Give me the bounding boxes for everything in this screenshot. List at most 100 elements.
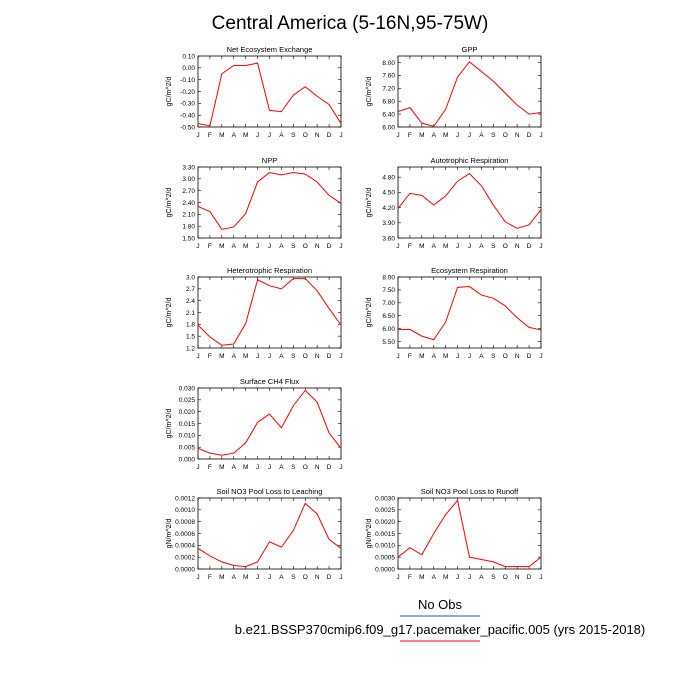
x-tick-label: D <box>327 464 332 471</box>
x-tick-label: J <box>456 243 459 250</box>
panel-8: Soil NO3 Pool Loss to Leaching 0.0012 0.00… <box>166 487 343 581</box>
y-axis-label: gC/m^2/d <box>366 298 373 328</box>
y-tick-label: 0.0010 <box>375 543 395 550</box>
x-tick-label: O <box>503 243 508 250</box>
panel-title: Ecosystem Respiration <box>431 266 508 275</box>
y-tick-label: 3.60 <box>382 235 395 242</box>
x-tick-label: S <box>491 353 496 360</box>
y-tick-label: 6.40 <box>382 111 395 118</box>
y-tick-label: 0.0002 <box>175 554 195 561</box>
series-line <box>197 389 342 456</box>
y-axis-label: gC/m^2/d <box>166 298 173 328</box>
x-tick-label: M <box>243 574 248 581</box>
y-tick-label: 1.2 <box>186 345 195 352</box>
x-tick-label: J <box>256 132 259 139</box>
y-tick-label: 1.5 <box>186 333 195 340</box>
y-tick-label: 0.020 <box>179 409 196 416</box>
y-tick-label: 6.80 <box>382 98 395 105</box>
y-tick-label: 2.10 <box>182 212 195 219</box>
x-tick-label: M <box>443 243 448 250</box>
y-tick-label: 2.70 <box>182 188 195 195</box>
x-tick-label: A <box>432 132 437 139</box>
x-tick-label: J <box>456 353 459 360</box>
y-axis-label: gC/m^2/d <box>366 77 373 107</box>
x-tick-label: J <box>456 132 459 139</box>
y-tick-label: 4.20 <box>382 205 395 212</box>
x-tick-label: A <box>232 353 237 360</box>
x-tick-label: J <box>256 353 259 360</box>
x-tick-label: A <box>279 243 284 250</box>
x-tick-label: F <box>408 243 412 250</box>
panel-title: Net Ecosystem Exchange <box>227 45 313 54</box>
panels: Net Ecosystem Exchange 0.10 0.00 -0.10 -0.20… <box>166 45 543 581</box>
y-tick-label: 0.0015 <box>375 531 395 538</box>
panel-4: Autotrophic Respiration 4.80 4.50 4.20 3.90 3… <box>366 156 543 250</box>
x-tick-label: O <box>503 132 508 139</box>
x-tick-label: D <box>527 243 532 250</box>
x-tick-label: S <box>491 243 496 250</box>
x-tick-label: A <box>279 353 284 360</box>
panel-1: Net Ecosystem Exchange 0.10 0.00 -0.10 -0.20… <box>166 45 343 139</box>
x-tick-label: S <box>291 243 296 250</box>
x-tick-label: N <box>315 243 320 250</box>
x-tick-label: A <box>432 574 437 581</box>
plot-frame <box>397 497 542 570</box>
x-tick-label: N <box>315 132 320 139</box>
y-tick-label: 0.0000 <box>175 566 195 573</box>
x-tick-label: F <box>208 132 212 139</box>
x-tick-label: M <box>243 132 248 139</box>
y-tick-label: 8.00 <box>382 60 395 67</box>
y-tick-label: -0.40 <box>180 112 195 119</box>
x-tick-label: J <box>396 132 399 139</box>
y-tick-label: -0.20 <box>180 89 195 96</box>
x-tick-label: N <box>515 132 520 139</box>
y-tick-label: 0.0000 <box>375 566 395 573</box>
y-tick-label: 6.00 <box>382 326 395 333</box>
y-tick-label: 0.0020 <box>375 519 395 526</box>
panel-9: Soil NO3 Pool Loss to Runoff 0.0030 0.0025… <box>366 487 543 581</box>
y-tick-label: 1.80 <box>182 223 195 230</box>
plot-frame <box>197 276 342 349</box>
y-tick-label: 0.10 <box>182 53 195 60</box>
plot-frame <box>197 387 342 460</box>
x-tick-label: J <box>268 464 271 471</box>
y-tick-label: 2.1 <box>186 310 195 317</box>
y-tick-label: 0.0004 <box>175 543 195 550</box>
x-tick-label: A <box>432 353 437 360</box>
x-tick-label: A <box>232 243 237 250</box>
y-axis-label: gC/m^2/d <box>166 77 173 107</box>
legend-obs-label: No Obs <box>418 597 463 612</box>
x-tick-label: M <box>219 574 224 581</box>
x-tick-label: D <box>327 574 332 581</box>
x-tick-label: J <box>339 464 342 471</box>
x-tick-label: O <box>303 353 308 360</box>
y-tick-label: 8.00 <box>382 274 395 281</box>
x-tick-label: M <box>419 353 424 360</box>
panel-7: Surface CH4 Flux 0.030 0.025 0.020 0.015 0.01… <box>166 377 343 471</box>
series-line <box>197 502 342 568</box>
panel-title: NPP <box>262 156 277 165</box>
y-tick-label: 3.0 <box>186 274 195 281</box>
x-tick-label: J <box>268 574 271 581</box>
x-tick-label: M <box>443 353 448 360</box>
x-tick-label: A <box>432 243 437 250</box>
x-tick-label: D <box>527 353 532 360</box>
y-tick-label: 2.4 <box>186 298 195 305</box>
y-tick-label: 6.50 <box>382 313 395 320</box>
x-tick-label: A <box>232 132 237 139</box>
x-tick-label: J <box>396 574 399 581</box>
x-tick-label: A <box>279 132 284 139</box>
plot-frame <box>397 276 542 349</box>
series-line <box>197 171 342 230</box>
x-tick-label: J <box>539 132 542 139</box>
x-tick-label: D <box>527 574 532 581</box>
y-tick-label: 7.20 <box>382 86 395 93</box>
x-tick-label: M <box>243 243 248 250</box>
x-tick-label: M <box>219 464 224 471</box>
y-tick-label: 5.50 <box>382 339 395 346</box>
y-axis-label: gC/m^2/d <box>166 188 173 218</box>
x-tick-label: M <box>219 243 224 250</box>
